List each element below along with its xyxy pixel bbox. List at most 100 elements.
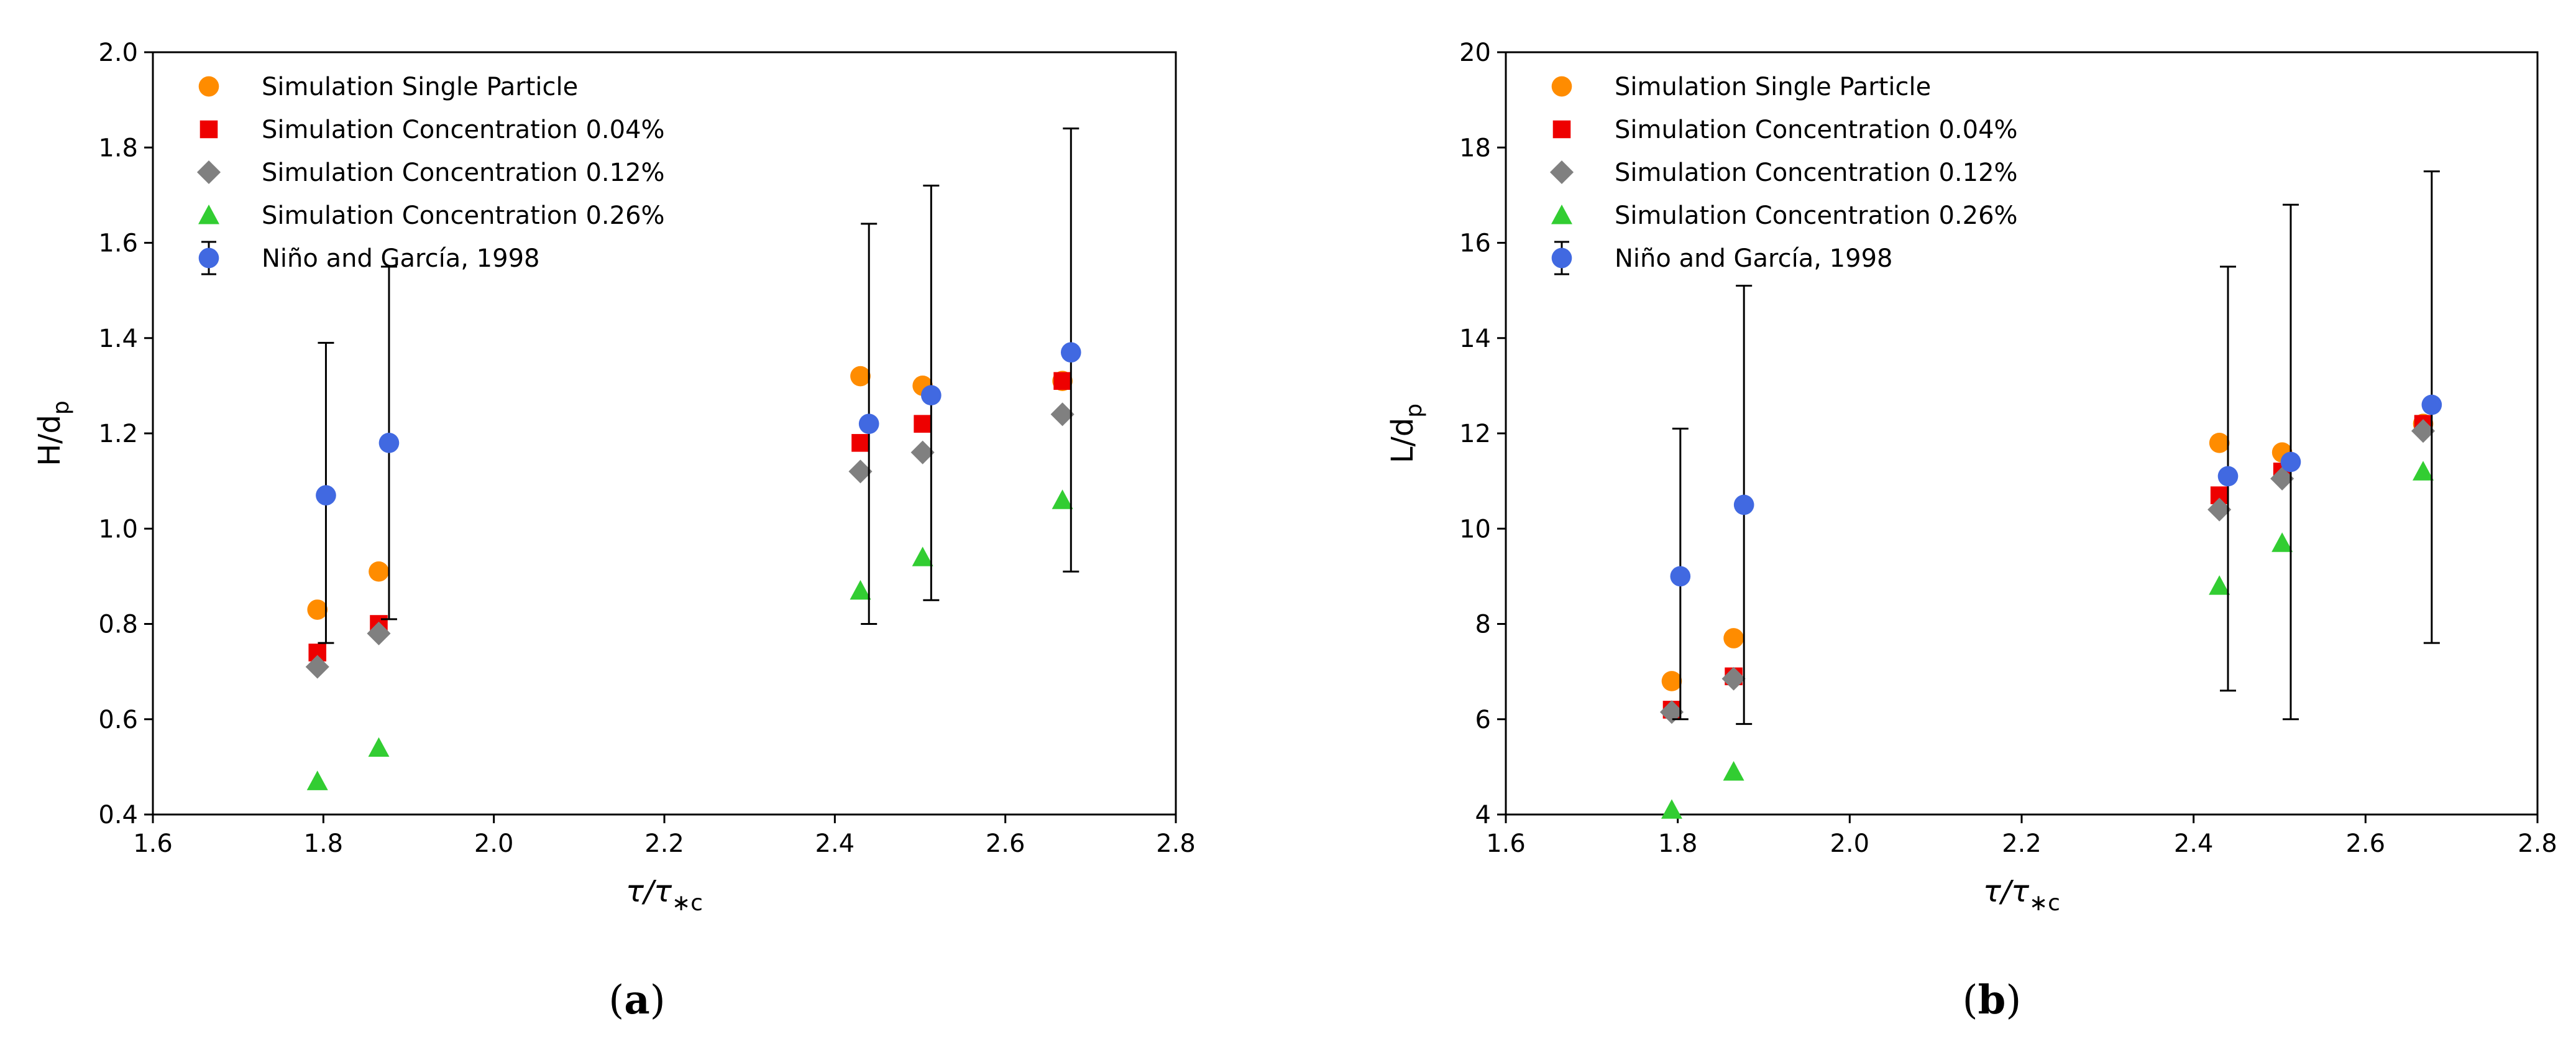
data-point — [848, 459, 873, 484]
data-point — [1060, 342, 1081, 363]
legend-marker — [199, 120, 218, 139]
legend-label: Niño and García, 1998 — [1615, 244, 1892, 273]
legend: Simulation Single Particle Simulation Con… — [196, 73, 665, 275]
y-axis-label-subscript: p — [1401, 404, 1427, 418]
series-4 — [1670, 170, 2442, 725]
x-tick-label: 1.8 — [304, 829, 344, 858]
data-point — [2411, 419, 2436, 443]
panel-label-close: ) — [650, 977, 666, 1023]
y-tick-label: 8 — [1475, 611, 1491, 639]
x-axis-label-main: τ/τ — [626, 874, 672, 909]
legend-marker — [1551, 205, 1572, 224]
y-tick-label: 16 — [1459, 229, 1491, 258]
data-point — [1723, 761, 1744, 781]
y-tick-label: 2.0 — [98, 39, 138, 67]
data-point — [2270, 466, 2294, 491]
data-point — [2280, 451, 2301, 473]
legend-label: Niño and García, 1998 — [262, 244, 539, 273]
y-tick-label: 0.4 — [98, 801, 138, 829]
y-tick-label: 1.6 — [98, 229, 138, 258]
legend-label: Simulation Concentration 0.12% — [1615, 159, 2018, 187]
y-axis-label: H/dp — [32, 400, 74, 466]
y-axis-label-main: H/d — [32, 415, 67, 466]
y-tick-label: 1.0 — [98, 515, 138, 543]
x-tick-label: 2.0 — [474, 829, 514, 858]
y-tick-label: 1.2 — [98, 420, 138, 448]
data-point — [367, 621, 391, 645]
x-tick-label: 2.8 — [1156, 829, 1196, 858]
x-tick-label: 2.4 — [815, 829, 855, 858]
x-tick-label: 1.8 — [1658, 829, 1698, 858]
legend-label: Simulation Concentration 0.26% — [262, 201, 665, 230]
data-point — [1723, 628, 1744, 649]
data-point — [912, 547, 933, 566]
x-tick-label: 2.6 — [986, 829, 1025, 858]
panel-label-close: ) — [2005, 977, 2021, 1023]
data-point — [2207, 497, 2232, 522]
legend-label: Simulation Concentration 0.04% — [262, 116, 665, 144]
y-tick-label: 4 — [1475, 801, 1491, 829]
data-point — [850, 366, 871, 387]
legend-label: Simulation Concentration 0.26% — [1615, 201, 2018, 230]
y-tick-label: 14 — [1459, 325, 1491, 353]
data-point — [305, 655, 329, 679]
y-tick-label: 12 — [1459, 420, 1491, 448]
legend-marker — [1552, 120, 1571, 139]
chart-panel-b: 1.6 1.8 2.0 2.2 2.4 2.6 2.8 4 6 8 10 12 14 16 18 20 τ/τ∗… — [1385, 39, 2557, 1023]
data-point — [1052, 489, 1073, 509]
x-tick-label: 2.6 — [2346, 829, 2386, 858]
x-axis-label-subscript: ∗c — [672, 890, 703, 916]
legend: Simulation Single Particle Simulation Con… — [1549, 73, 2018, 275]
y-tick-label: 20 — [1459, 39, 1491, 67]
y-tick-label: 18 — [1459, 134, 1491, 162]
panel-label-letter: a — [624, 977, 649, 1023]
data-point — [914, 415, 932, 433]
series-0 — [307, 366, 1073, 620]
legend-marker — [1551, 76, 1572, 97]
series-1 — [1662, 415, 2432, 719]
series-3 — [1661, 461, 2434, 819]
data-point — [316, 485, 336, 505]
series-0 — [1661, 413, 2434, 691]
data-point — [2271, 532, 2293, 552]
series-2 — [1659, 419, 2436, 724]
panel-label: (a) — [608, 977, 665, 1023]
legend-label: Simulation Concentration 0.12% — [262, 159, 665, 187]
panel-label-letter: b — [1978, 977, 2006, 1023]
data-point — [369, 561, 389, 582]
y-tick-label: 0.8 — [98, 611, 138, 639]
data-point — [368, 737, 390, 757]
x-axis-label: τ/τ∗c — [1983, 874, 2060, 916]
y-axis-label: L/dp — [1385, 404, 1427, 463]
legend-label: Simulation Single Particle — [1615, 73, 1931, 101]
data-point — [306, 770, 328, 790]
legend-marker — [198, 247, 219, 269]
y-axis-label-subscript: p — [48, 400, 74, 415]
data-point — [921, 385, 942, 406]
legend-marker — [198, 205, 219, 224]
data-point — [910, 440, 935, 464]
data-point — [2209, 433, 2230, 453]
legend-marker — [196, 160, 221, 185]
data-point — [2413, 461, 2434, 481]
data-point — [1659, 700, 1684, 724]
data-point — [1670, 566, 1691, 587]
series-4 — [316, 127, 1081, 644]
data-point — [1721, 667, 1746, 691]
series-3 — [306, 489, 1073, 790]
data-point — [851, 434, 869, 452]
data-point — [1050, 402, 1075, 427]
legend-marker — [198, 76, 219, 97]
legend-marker — [1549, 160, 1574, 185]
x-tick-label: 1.6 — [133, 829, 173, 858]
legend-marker — [1551, 247, 1572, 269]
chart-panel-a: 1.6 1.8 2.0 2.2 2.4 2.6 2.8 0.4 0.6 0.8 1.0 1.2 1.4 1… — [32, 39, 1196, 1023]
y-tick-label: 1.8 — [98, 134, 138, 162]
x-axis-label-main: τ/τ — [1983, 874, 2030, 909]
data-point — [378, 433, 400, 453]
x-tick-label: 1.6 — [1486, 829, 1526, 858]
data-point — [1053, 372, 1071, 390]
data-point — [858, 413, 879, 434]
x-tick-label: 2.2 — [644, 829, 684, 858]
